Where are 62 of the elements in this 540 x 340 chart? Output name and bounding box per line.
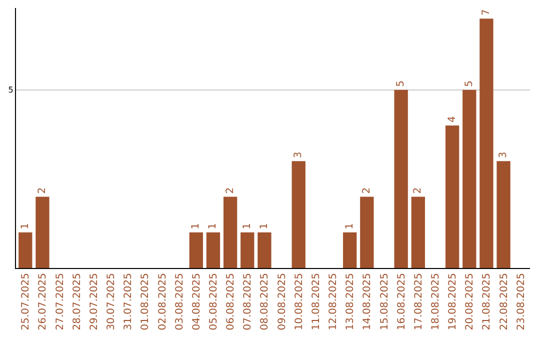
x-tick-label: 13.08.2025 bbox=[345, 273, 356, 330]
x-tick-label: 19.08.2025 bbox=[448, 273, 459, 330]
x-tick-label: 01.08.2025 bbox=[140, 273, 152, 330]
bar bbox=[36, 196, 50, 268]
bar bbox=[480, 18, 494, 268]
x-tick-label: 26.07.2025 bbox=[38, 273, 49, 330]
data-label: 5 bbox=[464, 80, 475, 87]
bar bbox=[411, 196, 425, 268]
data-label: 1 bbox=[344, 223, 356, 230]
x-tick-label: 04.08.2025 bbox=[191, 273, 202, 330]
x-tick-label: 28.07.2025 bbox=[72, 273, 83, 330]
x-tick-label: 09.08.2025 bbox=[276, 273, 288, 330]
x-tick-label: 12.08.2025 bbox=[328, 273, 340, 330]
x-tick-label: 21.08.2025 bbox=[482, 273, 493, 330]
x-tick-label: 22.08.2025 bbox=[498, 273, 510, 330]
bar bbox=[292, 161, 306, 268]
x-tick-label: 31.07.2025 bbox=[123, 273, 134, 330]
x-tick-label: 16.08.2025 bbox=[396, 273, 408, 330]
bar bbox=[258, 232, 272, 268]
data-label: 1 bbox=[190, 223, 202, 230]
bar bbox=[223, 196, 238, 268]
x-tick-label: 06.08.2025 bbox=[226, 273, 237, 330]
x-tick-label: 05.08.2025 bbox=[208, 273, 220, 330]
bar bbox=[360, 196, 374, 268]
x-tick-label: 18.08.2025 bbox=[430, 273, 442, 330]
x-tick-label: 30.07.2025 bbox=[106, 273, 118, 330]
x-tick-label: 29.07.2025 bbox=[88, 273, 100, 330]
x-tick-label: 10.08.2025 bbox=[294, 273, 305, 330]
bar bbox=[240, 232, 254, 268]
x-tick-label: 07.08.2025 bbox=[242, 273, 254, 330]
data-label: 3 bbox=[293, 152, 304, 158]
data-label: 4 bbox=[446, 116, 458, 123]
bar bbox=[445, 126, 460, 268]
data-label: 3 bbox=[498, 152, 510, 158]
bar bbox=[18, 232, 32, 268]
x-tick-label: 14.08.2025 bbox=[362, 273, 374, 330]
data-label: 5 bbox=[396, 80, 407, 87]
x-tick-label: 15.08.2025 bbox=[379, 273, 390, 330]
bar bbox=[343, 232, 357, 268]
x-tick-label: 25.07.2025 bbox=[20, 273, 32, 330]
data-label: 1 bbox=[20, 223, 31, 230]
data-label: 1 bbox=[258, 223, 270, 230]
bar bbox=[206, 232, 220, 268]
data-label: 2 bbox=[361, 187, 372, 194]
bar bbox=[394, 90, 408, 268]
data-label: 2 bbox=[36, 187, 48, 194]
bar bbox=[496, 161, 510, 268]
bar bbox=[462, 90, 476, 268]
x-tick-label: 20.08.2025 bbox=[464, 273, 476, 330]
x-tick-label: 17.08.2025 bbox=[413, 273, 424, 330]
x-tick-label: 23.08.2025 bbox=[516, 273, 527, 330]
bar bbox=[189, 232, 203, 268]
data-label: 1 bbox=[208, 223, 219, 230]
x-tick-label: 08.08.2025 bbox=[260, 273, 271, 330]
x-tick-label: 11.08.2025 bbox=[310, 273, 322, 330]
data-label: 7 bbox=[480, 9, 492, 16]
x-tick-label: 03.08.2025 bbox=[174, 273, 186, 330]
data-label: 1 bbox=[242, 223, 253, 230]
data-label: 2 bbox=[224, 187, 236, 194]
x-tick-label: 27.07.2025 bbox=[54, 273, 66, 330]
x-tick-label: 02.08.2025 bbox=[157, 273, 168, 330]
data-label: 2 bbox=[412, 187, 424, 194]
